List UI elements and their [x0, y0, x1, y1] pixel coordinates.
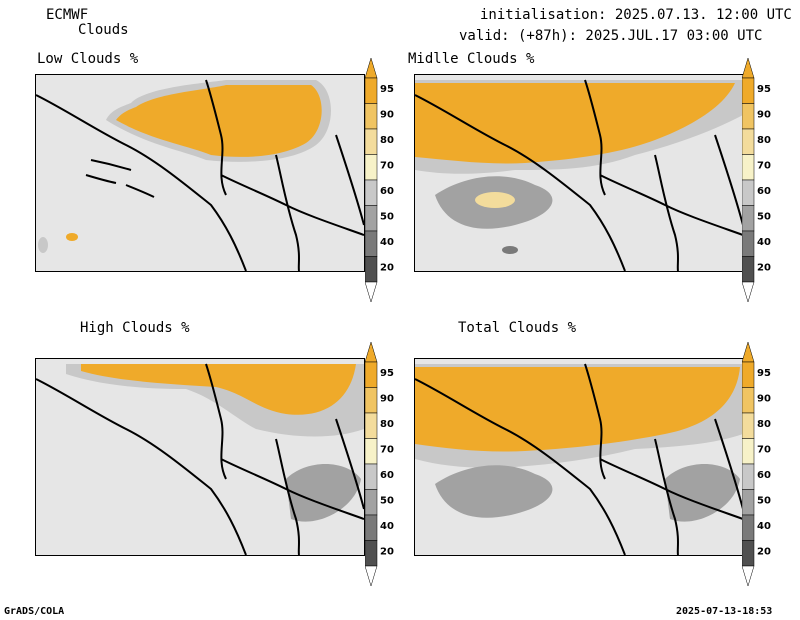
colorbar-level-label: 20	[380, 263, 394, 274]
colorbar-bottom-arrow	[741, 281, 755, 303]
colorbar-level-label: 80	[757, 135, 771, 146]
colorbar-segment	[364, 412, 378, 439]
panel-title-low: Low Clouds %	[37, 51, 139, 67]
colorbar-segment	[364, 514, 378, 541]
colorbar-bottom-arrow	[364, 281, 378, 303]
low-clouds-field	[36, 79, 364, 271]
colorbar-segment	[741, 489, 755, 516]
colorbar-level-label: 40	[757, 237, 771, 248]
colorbar-bottom-arrow	[741, 565, 755, 587]
colorbar-level-label: 60	[380, 186, 394, 197]
colorbar-segment	[741, 154, 755, 181]
colorbar-segment	[741, 514, 755, 541]
high-clouds-map	[35, 358, 365, 556]
colorbar-segment	[741, 412, 755, 439]
colorbar-svg: 95 90 80 70 60 50 40 20	[741, 341, 771, 587]
colorbar-segment	[741, 128, 755, 155]
colorbar-top-arrow	[364, 57, 378, 79]
colorbar-segment	[741, 438, 755, 465]
colorbar-level-label: 50	[380, 212, 394, 223]
colorbar-1: 95 90 80 70 60 50 40 20	[364, 57, 399, 306]
colorbar-level-label: 50	[757, 496, 771, 507]
middle-clouds-field	[415, 79, 743, 271]
colorbar-level-label: 95	[757, 84, 771, 95]
colorbar-level-label: 80	[380, 419, 394, 430]
colorbar-segment	[364, 361, 378, 388]
colorbar-4: 95 90 80 70 60 50 40 20	[741, 341, 776, 590]
init-time: initialisation: 2025.07.13. 12:00 UTC	[480, 7, 792, 23]
colorbar-segment	[741, 179, 755, 206]
colorbar-level-label: 70	[380, 445, 394, 456]
high-clouds-field	[36, 363, 364, 555]
colorbar-level-label: 80	[757, 419, 771, 430]
colorbar-level-label: 20	[757, 263, 771, 274]
colorbar-level-label: 40	[380, 237, 394, 248]
valid-time: valid: (+87h): 2025.JUL.17 03:00 UTC	[459, 28, 763, 44]
colorbar-svg: 95 90 80 70 60 50 40 20	[364, 57, 394, 303]
colorbar-level-label: 90	[380, 394, 394, 405]
colorbar-level-label: 20	[380, 547, 394, 558]
colorbar-segment	[364, 230, 378, 257]
colorbar-segment	[741, 205, 755, 232]
panel-title-middle: Midlle Clouds %	[408, 51, 535, 67]
colorbar-level-label: 95	[380, 84, 394, 95]
colorbar-svg: 95 90 80 70 60 50 40 20	[364, 341, 394, 587]
colorbar-top-arrow	[741, 57, 755, 79]
colorbar-level-label: 80	[380, 135, 394, 146]
colorbar-level-label: 50	[380, 496, 394, 507]
colorbar-segment	[364, 179, 378, 206]
colorbar-segment	[364, 438, 378, 465]
colorbar-top-arrow	[364, 341, 378, 363]
colorbar-segment	[741, 463, 755, 490]
colorbar-svg: 95 90 80 70 60 50 40 20	[741, 57, 771, 303]
colorbar-level-label: 60	[757, 470, 771, 481]
colorbar-top-arrow	[741, 341, 755, 363]
colorbar-segment	[364, 154, 378, 181]
colorbar-segment	[364, 103, 378, 130]
colorbar-level-label: 70	[380, 161, 394, 172]
total-clouds-field	[415, 363, 743, 555]
colorbar-level-label: 90	[757, 110, 771, 121]
colorbar-segment	[741, 256, 755, 283]
colorbar-level-label: 40	[757, 521, 771, 532]
colorbar-level-label: 90	[757, 394, 771, 405]
total-clouds-map	[414, 358, 744, 556]
panel-title-high: High Clouds %	[80, 320, 190, 336]
colorbar-segment	[364, 77, 378, 104]
colorbar-segment	[364, 540, 378, 567]
colorbar-level-label: 70	[757, 445, 771, 456]
colorbar-segment	[364, 128, 378, 155]
colorbar-2: 95 90 80 70 60 50 40 20	[741, 57, 776, 306]
colorbar-segment	[741, 387, 755, 414]
colorbar-segment	[364, 256, 378, 283]
colorbar-level-label: 20	[757, 547, 771, 558]
colorbar-level-label: 70	[757, 161, 771, 172]
model-label: ECMWF	[46, 7, 89, 23]
colorbar-segment	[741, 540, 755, 567]
middle-clouds-map	[414, 74, 744, 272]
colorbar-level-label: 95	[380, 368, 394, 379]
colorbar-level-label: 60	[757, 186, 771, 197]
colorbar-level-label: 95	[757, 368, 771, 379]
colorbar-level-label: 40	[380, 521, 394, 532]
footer-right: 2025-07-13-18:53	[676, 606, 773, 617]
colorbar-segment	[741, 103, 755, 130]
colorbar-level-label: 90	[380, 110, 394, 121]
colorbar-segment	[741, 77, 755, 104]
colorbar-bottom-arrow	[364, 565, 378, 587]
panel-title-total: Total Clouds %	[458, 320, 577, 336]
colorbar-segment	[364, 205, 378, 232]
colorbar-segment	[364, 489, 378, 516]
colorbar-segment	[741, 361, 755, 388]
colorbar-segment	[364, 463, 378, 490]
colorbar-segment	[364, 387, 378, 414]
colorbar-3: 95 90 80 70 60 50 40 20	[364, 341, 399, 590]
footer-left: GrADS/COLA	[4, 606, 65, 617]
colorbar-segment	[741, 230, 755, 257]
colorbar-level-label: 50	[757, 212, 771, 223]
colorbar-level-label: 60	[380, 470, 394, 481]
product-label: Clouds	[78, 22, 129, 38]
low-clouds-map	[35, 74, 365, 272]
